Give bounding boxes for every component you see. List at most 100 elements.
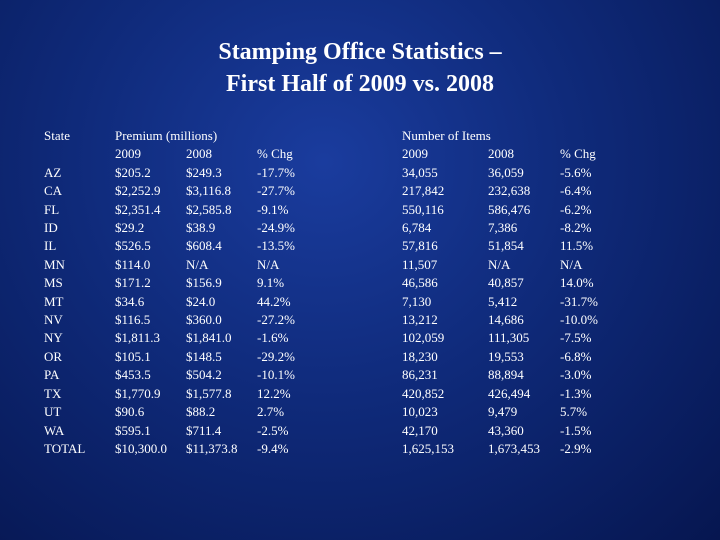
items-pct-chg-cell: -8.2% bbox=[560, 220, 592, 236]
premium-2009-cell: $171.2 bbox=[115, 275, 151, 291]
premium-2008-cell: $148.5 bbox=[186, 348, 222, 364]
state-cell: FL bbox=[44, 201, 60, 217]
state-cell: MS bbox=[44, 275, 63, 291]
premium-2008-cell: $88.2 bbox=[186, 404, 216, 420]
state-subheader-empty bbox=[44, 145, 115, 163]
premium-pct-chg-cell: -29.2% bbox=[257, 348, 295, 364]
items-pct-chg-cell: -31.7% bbox=[560, 293, 598, 309]
premium-2008-cell: $1,577.8 bbox=[186, 385, 232, 401]
premium-2009-cell: $29.2 bbox=[115, 220, 145, 236]
premium-2009-cell: $2,351.4 bbox=[115, 201, 161, 217]
premium-2008-cell: $3,116.8 bbox=[186, 183, 232, 199]
premium-2008-header: 2008 bbox=[186, 146, 212, 162]
premium-pct-chg-cell: -10.1% bbox=[257, 367, 295, 383]
items-pct-chg-cell: 11.5% bbox=[560, 238, 594, 254]
premium-2009-cell: $116.5 bbox=[115, 312, 151, 328]
table-row: AZ $205.2 $249.3 -17.7% 34,055 36,059 -5.6% bbox=[44, 164, 620, 182]
items-group-header: Number of Items bbox=[402, 128, 491, 143]
items-2009-cell: 217,842 bbox=[402, 183, 445, 199]
state-cell: NV bbox=[44, 312, 63, 328]
table-row: IL $526.5 $608.4 -13.5% 57,816 51,854 11.5% bbox=[44, 237, 620, 255]
items-2009-cell: 86,231 bbox=[402, 367, 438, 383]
table-row: PA $453.5 $504.2 -10.1% 86,231 88,894 -3.0% bbox=[44, 366, 620, 384]
state-cell: WA bbox=[44, 422, 65, 438]
premium-2009-cell: $595.1 bbox=[115, 422, 151, 438]
premium-2009-cell: $453.5 bbox=[115, 367, 151, 383]
items-2009-cell: 18,230 bbox=[402, 348, 438, 364]
items-pct-chg-cell: -2.9% bbox=[560, 440, 592, 456]
premium-2008-cell: $1,841.0 bbox=[186, 330, 232, 346]
premium-pct-chg-cell: -9.4% bbox=[257, 440, 289, 456]
items-2008-cell: 19,553 bbox=[488, 348, 524, 364]
items-pct-chg-cell: -6.4% bbox=[560, 183, 592, 199]
items-2008-cell: N/A bbox=[488, 256, 511, 272]
table-row: UT $90.6 $88.2 2.7% 10,023 9,479 5.7% bbox=[44, 403, 620, 421]
state-cell: UT bbox=[44, 404, 62, 420]
items-pct-chg-cell: -6.8% bbox=[560, 348, 592, 364]
premium-pct-chg-cell: -24.9% bbox=[257, 220, 295, 236]
state-header: State bbox=[44, 128, 70, 143]
items-2008-cell: 1,673,453 bbox=[488, 440, 540, 456]
state-cell: TX bbox=[44, 385, 62, 401]
premium-pct-chg-cell: -2.5% bbox=[257, 422, 289, 438]
premium-2009-cell: $205.2 bbox=[115, 164, 151, 180]
premium-2008-cell: $249.3 bbox=[186, 164, 222, 180]
state-cell: IL bbox=[44, 238, 57, 254]
premium-2008-cell: $608.4 bbox=[186, 238, 222, 254]
items-2009-cell: 420,852 bbox=[402, 385, 445, 401]
premium-2009-cell: $526.5 bbox=[115, 238, 151, 254]
items-pct-chg-cell: -7.5% bbox=[560, 330, 592, 346]
items-pct-chg-cell: 5.7% bbox=[560, 404, 588, 420]
premium-2008-cell: $156.9 bbox=[186, 275, 222, 291]
state-cell: AZ bbox=[44, 164, 62, 180]
items-2009-cell: 13,212 bbox=[402, 312, 438, 328]
premium-pct-chg-cell: -17.7% bbox=[257, 164, 295, 180]
items-2009-cell: 42,170 bbox=[402, 422, 438, 438]
items-pct-chg-cell: -1.5% bbox=[560, 422, 592, 438]
premium-pct-chg-cell: 12.2% bbox=[257, 385, 291, 401]
premium-2009-cell: $114.0 bbox=[115, 256, 151, 272]
premium-2009-cell: $105.1 bbox=[115, 348, 151, 364]
premium-2009-cell: $2,252.9 bbox=[115, 183, 161, 199]
premium-pct-chg-cell: -1.6% bbox=[257, 330, 289, 346]
premium-2009-cell: $1,811.3 bbox=[115, 330, 161, 346]
premium-group-header: Premium (millions) bbox=[115, 128, 218, 143]
premium-2008-cell: $11,373.8 bbox=[186, 440, 238, 456]
items-pct-chg-cell: -3.0% bbox=[560, 367, 592, 383]
state-cell: ID bbox=[44, 220, 58, 236]
table-row: FL $2,351.4 $2,585.8 -9.1% 550,116 586,476 -6.… bbox=[44, 201, 620, 219]
items-2008-cell: 40,857 bbox=[488, 275, 524, 291]
premium-pct-chg-cell: 44.2% bbox=[257, 293, 291, 309]
table-row: MN $114.0 N/A N/A 11,507 N/A N/A bbox=[44, 256, 620, 274]
premium-pct-chg-cell: -9.1% bbox=[257, 201, 289, 217]
table-row: MT $34.6 $24.0 44.2% 7,130 5,412 -31.7% bbox=[44, 293, 620, 311]
items-2009-cell: 6,784 bbox=[402, 220, 432, 236]
items-2009-cell: 34,055 bbox=[402, 164, 438, 180]
items-2008-cell: 586,476 bbox=[488, 201, 531, 217]
state-cell: OR bbox=[44, 348, 63, 364]
items-2009-cell: 57,816 bbox=[402, 238, 438, 254]
premium-2009-cell: $34.6 bbox=[115, 293, 145, 309]
statistics-table: State Premium (millions) Number of Items… bbox=[44, 127, 620, 458]
items-2009-cell: 102,059 bbox=[402, 330, 445, 346]
slide-title: Stamping Office Statistics – First Half … bbox=[0, 36, 720, 100]
table-row: NY $1,811.3 $1,841.0 -1.6% 102,059 111,305 -7.… bbox=[44, 329, 620, 347]
premium-2008-cell: $2,585.8 bbox=[186, 201, 232, 217]
table-row: TX $1,770.9 $1,577.8 12.2% 420,852 426,494 -1.… bbox=[44, 385, 620, 403]
table-row: WA $595.1 $711.4 -2.5% 42,170 43,360 -1.5% bbox=[44, 422, 620, 440]
table-row: OR $105.1 $148.5 -29.2% 18,230 19,553 -6.8% bbox=[44, 348, 620, 366]
items-2008-cell: 51,854 bbox=[488, 238, 524, 254]
slide-title-line-2: First Half of 2009 vs. 2008 bbox=[226, 71, 494, 97]
premium-pct-chg-header: % Chg bbox=[257, 146, 293, 162]
premium-2008-cell: $24.0 bbox=[186, 293, 216, 309]
items-2009-cell: 10,023 bbox=[402, 404, 438, 420]
premium-pct-chg-cell: -27.7% bbox=[257, 183, 295, 199]
state-cell: MT bbox=[44, 293, 64, 309]
premium-pct-chg-cell: -13.5% bbox=[257, 238, 295, 254]
premium-2009-cell: $1,770.9 bbox=[115, 385, 161, 401]
state-cell: MN bbox=[44, 256, 65, 272]
premium-2008-cell: $38.9 bbox=[186, 220, 216, 236]
premium-pct-chg-cell: 2.7% bbox=[257, 404, 285, 420]
items-2009-cell: 1,625,153 bbox=[402, 440, 454, 456]
items-2008-cell: 426,494 bbox=[488, 385, 531, 401]
